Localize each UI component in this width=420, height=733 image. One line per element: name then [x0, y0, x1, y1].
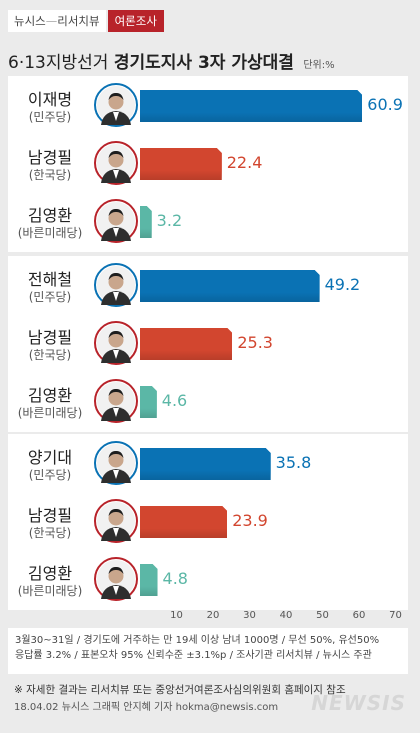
candidate-name: 김영환 [27, 206, 73, 225]
newsis-watermark: NEWSIS [311, 691, 406, 715]
x-tick-label: 30 [243, 610, 256, 621]
candidate-name: 남경필 [27, 148, 73, 167]
survey-notes: 3월30~31일 / 경기도에 거주하는 만 19세 이상 남녀 1000명 /… [8, 628, 408, 674]
bar-한국당 [140, 506, 227, 538]
bar-한국당 [140, 328, 232, 360]
title-main: 경기도지사 3자 가상대결 [113, 53, 294, 73]
poll-tag: 여론조사 [107, 10, 164, 32]
unit-label: 단위:% [303, 60, 335, 71]
x-tick-label: 20 [206, 610, 220, 621]
candidate-photo [94, 441, 138, 485]
candidate-photo [94, 557, 138, 601]
chart-title: 6·13지방선거 경기도지사 3자 가상대결 단위:% [8, 48, 335, 73]
value-label: 49.2 [324, 275, 361, 294]
candidate-party: (바른미래당) [17, 406, 83, 420]
x-tick-label: 50 [316, 610, 329, 621]
candidate-name: 이재명 [27, 90, 73, 109]
bar-바른미래당 [140, 564, 158, 596]
bar-민주당 [140, 90, 362, 122]
candidate-name: 남경필 [27, 328, 73, 347]
value-label: 35.8 [275, 453, 312, 472]
candidate-name: 전해철 [27, 270, 73, 289]
candidate-name: 양기대 [27, 448, 73, 467]
candidate-photo [94, 499, 138, 543]
x-tick-label: 60 [352, 610, 366, 621]
candidate-party: (한국당) [28, 526, 72, 540]
bar-바른미래당 [140, 386, 157, 418]
candidate-photo [94, 141, 138, 185]
candidate-party: (한국당) [28, 348, 72, 362]
candidate-photo [94, 379, 138, 423]
candidate-party: (민주당) [28, 468, 72, 482]
value-label: 3.2 [156, 211, 183, 230]
x-tick-label: 40 [279, 610, 293, 621]
bar-한국당 [140, 148, 222, 180]
candidate-photo [94, 83, 138, 127]
candidate-party: (민주당) [28, 110, 72, 124]
bar-민주당 [140, 448, 271, 480]
credit-line: 18.04.02 뉴시스 그래픽 안지혜 기자 hokma@newsis.com [14, 702, 279, 713]
candidate-name: 김영환 [27, 386, 73, 405]
candidate-name: 남경필 [27, 506, 73, 525]
matchup-panel-1: 이재명 (민주당) 60.9 남경필 (한국당) 22.4 김영환 (바른미래당) 3.2 [8, 76, 408, 252]
x-tick-label: 70 [389, 610, 402, 621]
candidate-party: (민주당) [28, 290, 72, 304]
candidate-photo [94, 199, 138, 243]
x-tick-label: 10 [170, 610, 183, 621]
notes-line-2: 응답률 3.2% / 표본오차 95% 신뢰수준 ±3.1%p / 조사기관 리… [15, 650, 372, 661]
candidate-party: (한국당) [28, 168, 72, 182]
brand-label: 뉴시스—리서치뷰 [8, 10, 106, 32]
candidate-party: (바른미래당) [17, 226, 83, 240]
value-label: 22.4 [226, 153, 263, 172]
matchup-panel-3: 양기대 (민주당) 35.8 남경필 (한국당) 23.9 김영환 (바른미래당) 4.8 [8, 434, 408, 610]
value-label: 25.3 [237, 333, 273, 352]
reference-note: ※ 자세한 결과는 리서치뷰 또는 중앙선거여론조사심의위원회 홈페이지 참조 [14, 684, 346, 696]
value-label: 60.9 [367, 95, 403, 114]
candidate-name: 김영환 [27, 564, 73, 583]
brand-separator: — [45, 14, 58, 28]
value-label: 4.8 [162, 569, 188, 588]
title-prefix: 6·13지방선거 [8, 53, 109, 73]
value-label: 23.9 [232, 511, 268, 530]
notes-line-1: 3월30~31일 / 경기도에 거주하는 만 19세 이상 남녀 1000명 /… [15, 635, 380, 646]
sub-brand-label: 리서치뷰 [57, 14, 100, 28]
candidate-photo [94, 321, 138, 365]
bar-바른미래당 [140, 206, 152, 238]
candidate-party: (바른미래당) [17, 584, 83, 598]
candidate-photo [94, 263, 138, 307]
bar-민주당 [140, 270, 320, 302]
matchup-panel-2: 전해철 (민주당) 49.2 남경필 (한국당) 25.3 김영환 (바른미래당) 4.6 [8, 256, 408, 432]
value-label: 4.6 [161, 391, 188, 410]
header-brand-bar: 뉴시스—리서치뷰 여론조사 [8, 8, 164, 34]
